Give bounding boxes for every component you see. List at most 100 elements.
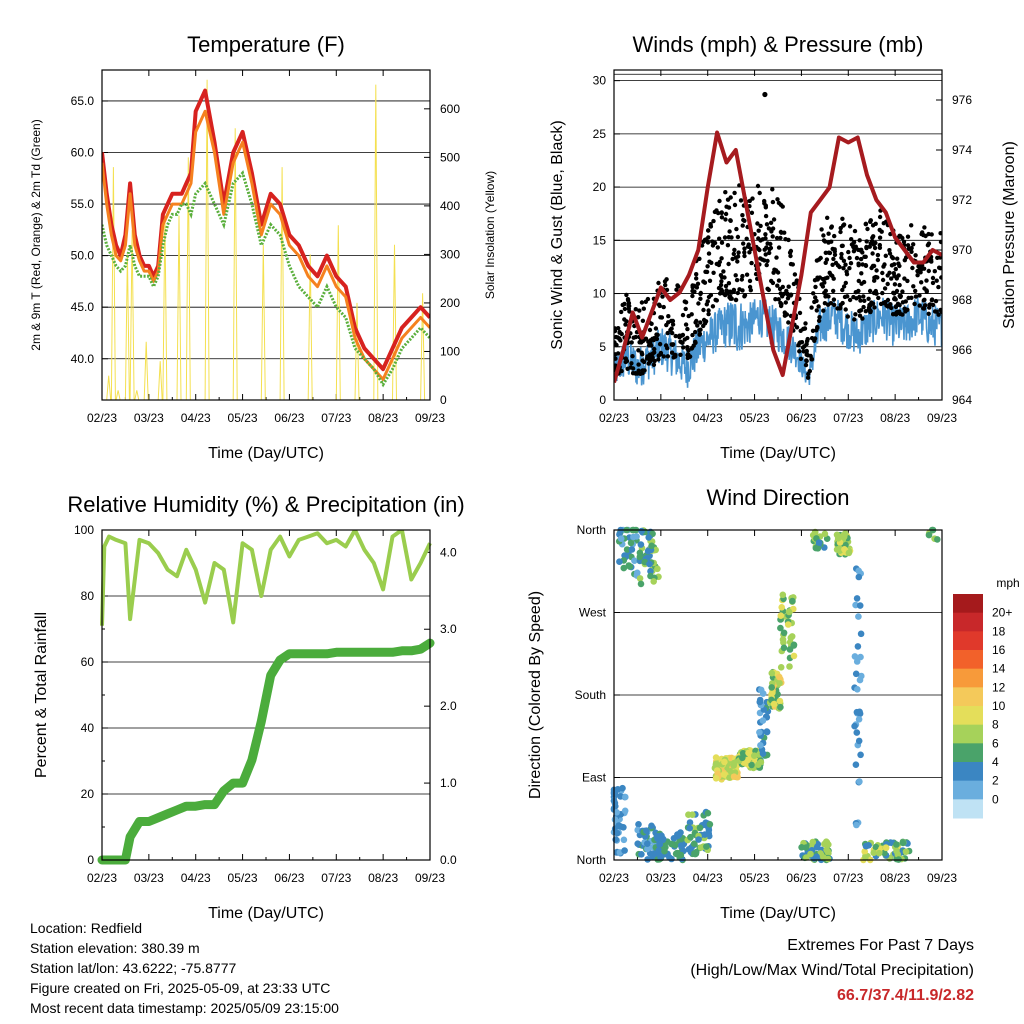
gust-point <box>740 213 745 218</box>
gust-point <box>840 287 845 293</box>
gust-point <box>768 220 774 225</box>
gust-point <box>837 264 842 270</box>
gust-point <box>870 223 876 228</box>
gust-point <box>824 257 830 262</box>
gust-point <box>856 261 861 266</box>
y-tick-label: 40.0 <box>71 352 95 366</box>
direction-point <box>853 729 861 736</box>
gust-point <box>894 288 900 294</box>
gust-point <box>733 297 739 303</box>
gust-point <box>746 242 751 247</box>
colorbar-label: 0 <box>992 792 999 806</box>
gust-point <box>861 279 867 285</box>
gust-point <box>843 307 848 312</box>
y2-tick-label: 966 <box>952 343 972 357</box>
gust-point <box>680 312 686 318</box>
gust-point <box>765 258 770 264</box>
gust-point <box>867 288 873 294</box>
direction-point <box>712 754 720 761</box>
gust-point <box>719 240 725 245</box>
gust-point <box>665 330 670 336</box>
gust-point <box>776 245 782 250</box>
y2-tick-label: 0 <box>440 393 447 407</box>
direction-point <box>841 546 848 553</box>
gust-point <box>784 312 790 317</box>
gust-point <box>785 296 791 301</box>
gust-point <box>695 281 701 286</box>
colorbar-swatch <box>953 687 983 707</box>
panel-1-x-axis-label: Time (Day/UTC) <box>208 445 324 462</box>
direction-point <box>637 580 645 588</box>
y-tick-label: 10 <box>593 287 607 301</box>
direction-point <box>645 534 652 541</box>
gust-point <box>788 261 794 267</box>
gust-point <box>920 230 925 235</box>
gust-point <box>652 336 658 341</box>
direction-point <box>730 773 738 780</box>
direction-point <box>706 821 714 828</box>
gust-point <box>846 249 851 255</box>
gust-point <box>851 240 857 245</box>
colorbar-title: mph <box>996 576 1019 590</box>
gust-point <box>775 283 780 288</box>
x-tick-label: 04/23 <box>693 411 723 425</box>
gust-point <box>874 268 879 273</box>
direction-point <box>620 564 628 572</box>
direction-point <box>759 717 767 724</box>
gust-point <box>714 208 719 213</box>
gust-point <box>640 358 645 363</box>
gust-point <box>927 302 933 307</box>
gust-point <box>755 221 760 226</box>
colorbar-swatch <box>953 743 983 763</box>
direction-point <box>627 539 635 547</box>
direction-point <box>858 672 865 680</box>
gust-point <box>730 256 735 262</box>
gust-point <box>732 190 737 196</box>
gust-point <box>768 245 774 251</box>
gust-point <box>875 257 881 263</box>
gust-point <box>770 234 775 239</box>
td2m-line <box>102 170 430 388</box>
gust-point <box>739 277 744 282</box>
gust-point <box>929 298 935 303</box>
direction-point <box>872 843 880 851</box>
panel-2-y-axis-label: Sonic Wind & Gust (Blue, Black) <box>549 120 566 349</box>
gust-point <box>683 300 689 305</box>
gust-point <box>640 368 645 373</box>
panel-4-title: Wind Direction <box>706 485 849 510</box>
gust-point <box>869 239 875 244</box>
x-tick-label: 04/23 <box>693 871 723 885</box>
direction-point <box>636 553 644 561</box>
gust-point <box>715 245 720 250</box>
gust-point <box>694 318 699 324</box>
gust-point <box>915 273 920 278</box>
gust-point <box>905 278 910 284</box>
gust-point <box>900 289 905 294</box>
x-tick-label: 06/23 <box>274 411 304 425</box>
gust-point <box>832 249 837 254</box>
gust-point <box>910 265 915 271</box>
gust-point <box>704 269 710 275</box>
gust-point <box>749 260 754 266</box>
gust-point <box>709 260 714 265</box>
gust-point <box>821 308 826 313</box>
gust-point <box>938 231 942 236</box>
x-tick-label: 02/23 <box>599 411 629 425</box>
x-tick-label: 02/23 <box>87 871 117 885</box>
gust-point <box>859 247 864 252</box>
gust-point <box>829 225 834 230</box>
gust-point <box>742 218 747 223</box>
gust-point <box>639 300 645 305</box>
gust-point <box>938 307 942 313</box>
direction-point <box>814 545 822 552</box>
gust-point <box>735 290 740 296</box>
gust-point <box>683 306 688 312</box>
gust-point <box>698 291 703 297</box>
gust-point <box>848 261 854 266</box>
direction-point <box>925 531 933 539</box>
gust-point <box>792 272 798 277</box>
gust-point <box>833 260 839 266</box>
gust-point <box>749 210 755 215</box>
gust-point <box>719 215 725 220</box>
y-tick-label: 45.0 <box>71 300 95 314</box>
